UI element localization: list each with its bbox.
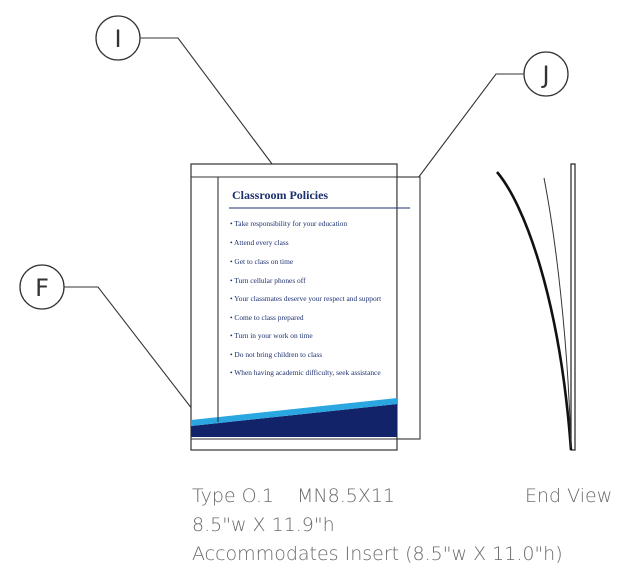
callout-f-leader [64,286,207,428]
insert-navy-band [191,404,397,437]
insert-bullet: • Turn in your work on time [230,331,313,340]
callout-i-letter: I [114,25,121,53]
insert-title: Classroom Policies [232,188,328,202]
callout-f: F [19,264,209,430]
caption-model: MN8.5X11 [297,485,396,507]
insert-bullet: • Come to class prepared [230,313,304,322]
callout-j-letter: J [540,61,549,89]
callout-i: I [95,15,281,175]
insert-bullet: • Do not bring children to class [230,350,322,359]
frame-pocket-edge [396,176,421,440]
end-view-front-curve [496,171,573,451]
caption-insert-size: Accommodates Insert (8.5"w X 11.0"h) [192,543,563,565]
insert-bullet: • Get to class on time [230,257,294,266]
callout-j-leader [408,73,524,191]
callout-j: J [406,51,569,193]
insert-bullet: • Turn cellular phones off [230,276,306,285]
insert-bullet: • When having academic difficulty, seek … [230,368,381,377]
callout-i-leader [140,37,279,173]
insert-bullet: • Attend every class [230,238,289,247]
caption-size: 8.5"w X 11.9"h [192,514,335,536]
end-view-back-plate [570,163,576,451]
insert-cyan-stripe [191,398,397,426]
caption-type: Type O.1 [192,485,274,507]
end-view [496,163,576,451]
caption-end-view: End View [525,485,613,507]
callout-f-letter: F [35,274,49,302]
front-view-frame: Classroom Policies • Take responsibility… [190,163,421,451]
insert-bullet: • Take responsibility for your education [230,219,347,228]
insert-bullet: • Your classmates deserve your respect a… [230,294,382,303]
end-view-inner-curve [543,177,572,449]
